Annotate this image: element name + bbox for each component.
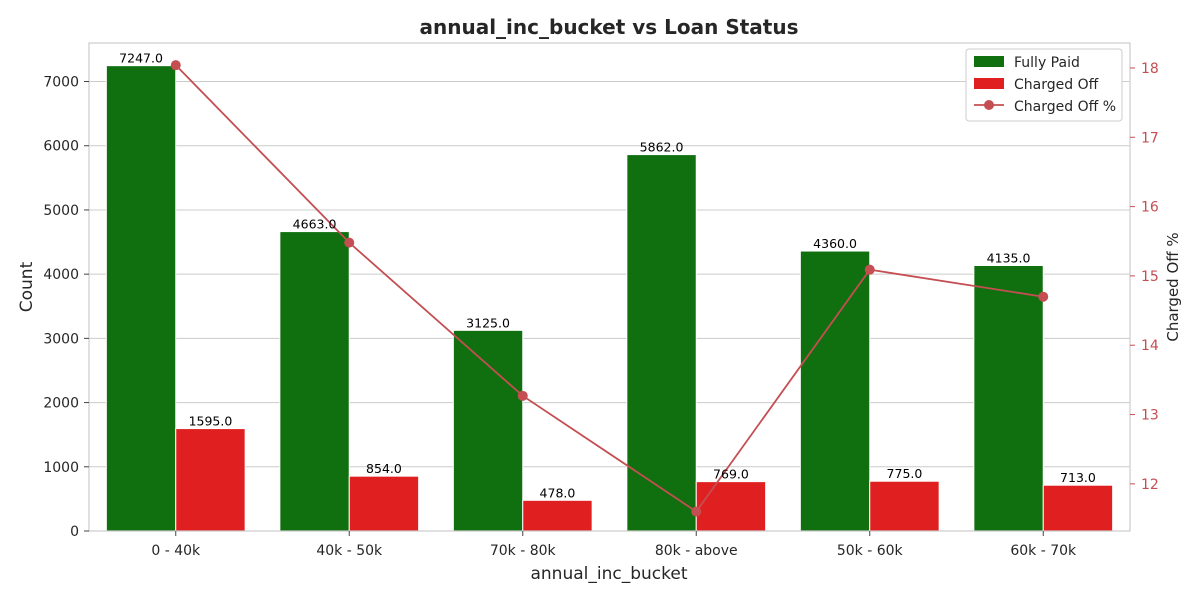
y-axis-label: Count [17, 261, 37, 312]
bar-fully-paid-40k-50k [279, 231, 350, 532]
y2-tick-label: 15 [1141, 269, 1159, 285]
data-label-charged-off-60k-70k: 713.0 [1060, 470, 1096, 485]
legend-label-charged-off-pct: Charged Off % [1014, 99, 1116, 115]
x-tick-label-40k-50k: 40k - 50k [316, 543, 383, 559]
bar-fully-paid-70k-80k [452, 329, 524, 532]
point-charged-off-80k-above [691, 506, 702, 517]
bar-fully-paid-60k-70k [973, 264, 1044, 532]
bar-fully-paid-80k-above [626, 154, 697, 532]
y2-tick-label: 14 [1141, 338, 1159, 354]
y2-tick-label: 18 [1141, 61, 1159, 77]
bar-charged-off-50k-60k [869, 480, 940, 532]
point-charged-off-0-40k [170, 60, 181, 71]
bar-charged-off-40k-50k [348, 475, 420, 532]
x-axis-label: annual_inc_bucket [530, 564, 687, 584]
data-labels: 7247.0 4663.0 3125.0 5862.0 4360.0 4135.0 1595… [119, 51, 1096, 501]
x-tick-label-60k-70k: 60k - 70k [1010, 543, 1077, 559]
axis-ticks: 0 1000 2000 3000 4000 5000 6000 7000 12 13 14 15 16 1… [43, 61, 1159, 559]
bar-fully-paid-0-40k [105, 65, 177, 532]
line-charged-off [175, 64, 1044, 513]
legend-marker-charged-off-pct [984, 100, 994, 110]
x-tick-label-80k-above: 80k - above [655, 543, 738, 559]
charged-off-pct-line [170, 60, 1049, 517]
y-tick-label: 1000 [43, 460, 79, 476]
legend-swatch-fully-paid [974, 56, 1004, 67]
data-label-charged-off-0-40k: 1595.0 [189, 414, 233, 429]
x-tick-label-50k-60k: 50k - 60k [837, 543, 904, 559]
y2-axis-label: Charged Off % [1164, 232, 1182, 341]
y-tick-label: 7000 [43, 75, 79, 91]
point-charged-off-40k-50k [344, 237, 355, 248]
bar-charged-off-70k-80k [522, 499, 593, 532]
bar-charged-off-60k-70k [1042, 484, 1114, 532]
data-label-charged-off-80k-above: 769.0 [713, 467, 749, 482]
x-tick-label-0-40k: 0 - 40k [151, 543, 201, 559]
legend-swatch-charged-off [974, 78, 1004, 89]
data-label-fully-paid-40k-50k: 4663.0 [293, 217, 337, 232]
bar-charged-off-80k-above [695, 481, 767, 532]
data-label-charged-off-40k-50k: 854.0 [366, 461, 402, 476]
legend: Fully Paid Charged Off Charged Off % [965, 48, 1123, 122]
bar-charged-off-0-40k [175, 428, 246, 532]
y-tick-label: 3000 [43, 331, 79, 347]
data-label-charged-off-70k-80k: 478.0 [540, 485, 576, 500]
grid-lines [89, 81, 1130, 468]
legend-label-fully-paid: Fully Paid [1014, 55, 1080, 71]
legend-box [965, 48, 1123, 122]
y-tick-label: 4000 [43, 267, 79, 283]
point-charged-off-50k-60k [864, 264, 875, 275]
y2-tick-label: 13 [1141, 408, 1159, 424]
y-tick-label: 0 [70, 524, 79, 540]
y-tick-label: 5000 [43, 203, 79, 219]
x-tick-label-70k-80k: 70k - 80k [490, 543, 557, 559]
bar-fully-paid-50k-60k [799, 250, 871, 532]
legend-label-charged-off: Charged Off [1014, 77, 1099, 93]
bars [105, 65, 1114, 532]
data-label-fully-paid-60k-70k: 4135.0 [987, 250, 1031, 265]
data-label-fully-paid-70k-80k: 3125.0 [466, 315, 510, 330]
y2-tick-label: 17 [1141, 130, 1159, 146]
y-tick-label: 2000 [43, 396, 79, 412]
data-label-fully-paid-50k-60k: 4360.0 [813, 236, 857, 251]
point-charged-off-70k-80k [517, 390, 528, 401]
chart-title: annual_inc_bucket vs Loan Status [419, 15, 798, 39]
data-label-fully-paid-80k-above: 5862.0 [640, 140, 684, 155]
data-label-fully-paid-0-40k: 7247.0 [119, 51, 163, 66]
y2-tick-label: 16 [1141, 200, 1159, 216]
y-tick-label: 6000 [43, 139, 79, 155]
y2-tick-label: 12 [1141, 477, 1159, 493]
point-charged-off-60k-70k [1038, 291, 1049, 302]
data-label-charged-off-50k-60k: 775.0 [887, 466, 923, 481]
plot-frame [88, 42, 1131, 532]
